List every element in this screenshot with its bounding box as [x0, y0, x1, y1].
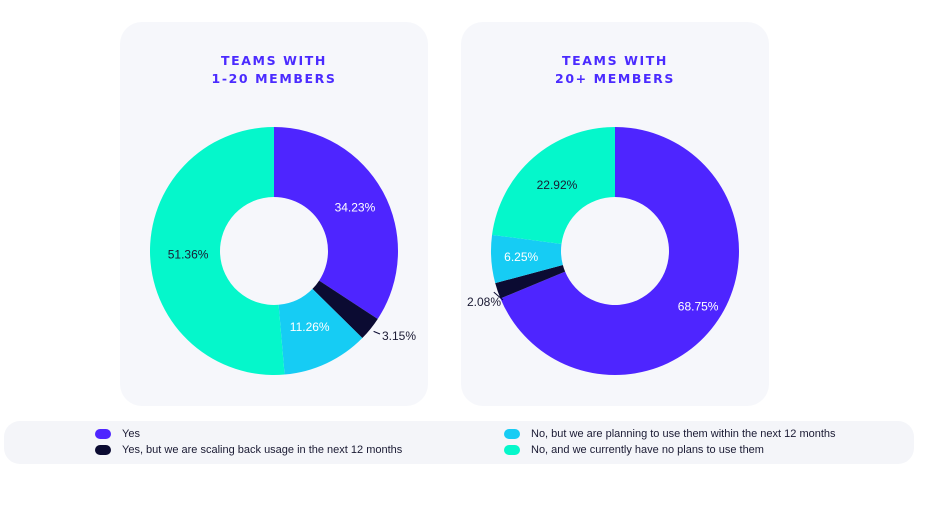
donut-slice-planning [278, 288, 363, 375]
chart-title: TEAMS WITH 1-20 MEMBERS [120, 52, 428, 88]
legend-swatch [504, 429, 520, 439]
slice-value-label: 34.23% [335, 200, 376, 214]
legend-swatch [504, 445, 520, 455]
leader-line [373, 330, 381, 335]
donut-slice-no-plans [492, 127, 615, 244]
slice-value-label: 6.25% [504, 250, 538, 264]
slice-value-label: 68.75% [678, 300, 719, 314]
donut-slice-no-plans [149, 126, 285, 375]
chart-title-line-1: TEAMS WITH [221, 53, 327, 68]
legend-item-yes: Yes [95, 427, 140, 441]
slice-value-label: 51.36% [168, 248, 209, 262]
legend-item-no-plans: No, and we currently have no plans to us… [504, 443, 764, 457]
chart-title-line-2: 1-20 MEMBERS [211, 71, 337, 86]
legend-label: No, and we currently have no plans to us… [531, 444, 764, 456]
donut-slice-scaling-back [495, 264, 566, 299]
leader-line [493, 291, 504, 301]
slice-value-label: 3.15% [382, 329, 416, 343]
legend-label: No, but we are planning to use them with… [531, 428, 836, 440]
slice-value-label: 11.26% [290, 320, 330, 334]
donut-chart-large-teams: 68.75% 2.08% 6.25% 22.92% [467, 127, 739, 375]
donut-slice-planning [491, 234, 563, 284]
donut-slice-yes [274, 127, 398, 319]
legend-label: Yes, but we are scaling back usage in th… [122, 444, 403, 456]
chart-title-line-1: TEAMS WITH [562, 53, 668, 68]
chart-panel-small-teams: TEAMS WITH 1-20 MEMBERS 34.23% 3.15% 11.26… [120, 22, 428, 406]
slice-value-label: 2.08% [467, 295, 501, 309]
chart-panel-large-teams: TEAMS WITH 20+ MEMBERS 68.75% 2.08% 6.25% 2… [461, 22, 769, 406]
slice-value-label: 22.92% [537, 178, 578, 192]
chart-title-line-2: 20+ MEMBERS [555, 71, 675, 86]
donut-chart-small-teams: 34.23% 3.15% 11.26% 51.36% [149, 126, 416, 375]
chart-legend: Yes Yes, but we are scaling back usage i… [4, 421, 914, 464]
legend-item-planning: No, but we are planning to use them with… [504, 427, 836, 441]
chart-title: TEAMS WITH 20+ MEMBERS [461, 52, 769, 88]
donut-slice-yes [500, 127, 739, 375]
legend-swatch [95, 445, 111, 455]
legend-item-scaling-back: Yes, but we are scaling back usage in th… [95, 443, 402, 457]
legend-label: Yes [122, 428, 140, 440]
legend-swatch [95, 429, 111, 439]
donut-slice-scaling-back [312, 280, 378, 339]
